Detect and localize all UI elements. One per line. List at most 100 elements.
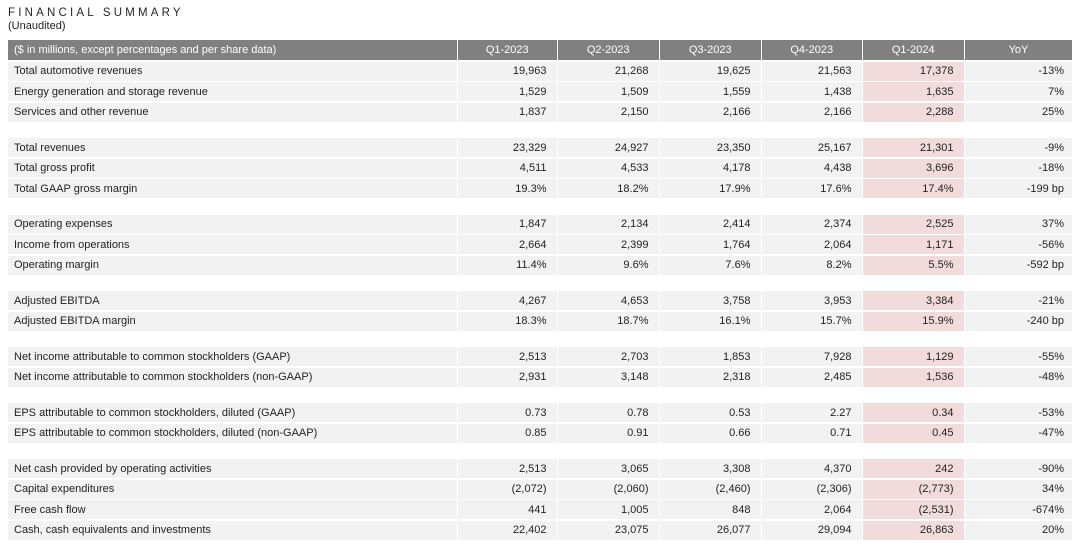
group-spacer [8, 388, 1072, 402]
table-row: EPS attributable to common stockholders,… [8, 403, 1072, 422]
quarter-value: 24,927 [558, 138, 659, 157]
row-label: Operating margin [8, 255, 457, 275]
table-row: Net income attributable to common stockh… [8, 347, 1072, 366]
quarter-value: 2,134 [558, 214, 659, 234]
quarter-value: 3,758 [660, 291, 761, 310]
quarter-value: 9.6% [558, 255, 659, 275]
quarter-value: 16.1% [660, 311, 761, 331]
quarter-value: 21,268 [558, 61, 659, 81]
yoy-value: -13% [965, 61, 1072, 81]
group-spacer [8, 276, 1072, 290]
row-label: Free cash flow [8, 500, 457, 519]
yoy-value: -674% [965, 500, 1072, 519]
quarter-value: 4,511 [458, 158, 557, 178]
quarter-value: 21,301 [863, 138, 964, 157]
quarter-value: 3,953 [762, 291, 862, 310]
quarter-value: 19,963 [458, 61, 557, 81]
yoy-value: 25% [965, 102, 1072, 122]
quarter-value: 3,696 [863, 158, 964, 178]
quarter-value: 3,148 [558, 367, 659, 387]
quarter-value: 1,847 [458, 214, 557, 234]
column-header-q1-2024: Q1-2024 [863, 40, 964, 60]
quarter-value: 2,318 [660, 367, 761, 387]
group-spacer [8, 444, 1072, 458]
row-label: Adjusted EBITDA margin [8, 311, 457, 331]
quarter-value: (2,072) [458, 479, 557, 499]
quarter-value: 7,928 [762, 347, 862, 366]
quarter-value: 18.7% [558, 311, 659, 331]
quarter-value: 1,635 [863, 82, 964, 101]
quarter-value: 2,703 [558, 347, 659, 366]
quarter-value: 0.73 [458, 403, 557, 422]
table-row: Adjusted EBITDA margin 18.3% 18.7% 16.1% 15.… [8, 311, 1072, 331]
yoy-value: 34% [965, 479, 1072, 499]
quarter-value: 3,308 [660, 459, 761, 478]
quarter-value: 3,384 [863, 291, 964, 310]
row-label: Energy generation and storage revenue [8, 82, 457, 101]
quarter-value: 11.4% [458, 255, 557, 275]
quarter-value: 1,529 [458, 82, 557, 101]
column-header-yoy: YoY [965, 40, 1072, 60]
quarter-value: 2,414 [660, 214, 761, 234]
column-header-q1-2023: Q1-2023 [458, 40, 557, 60]
table-row: Net income attributable to common stockh… [8, 367, 1072, 387]
quarter-value: 0.34 [863, 403, 964, 422]
quarter-value: 23,329 [458, 138, 557, 157]
yoy-value: -18% [965, 158, 1072, 178]
quarter-value: 3,065 [558, 459, 659, 478]
yoy-value: -53% [965, 403, 1072, 422]
quarter-value: (2,531) [863, 500, 964, 519]
quarter-value: 21,563 [762, 61, 862, 81]
quarter-value: 22,402 [458, 520, 557, 540]
quarter-value: 2,485 [762, 367, 862, 387]
yoy-value: -199 bp [965, 179, 1072, 198]
quarter-value: 2,513 [458, 347, 557, 366]
quarter-value: 15.7% [762, 311, 862, 331]
quarter-value: 4,370 [762, 459, 862, 478]
group-spacer [8, 332, 1072, 346]
quarter-value: 2,166 [660, 102, 761, 122]
quarter-value: 242 [863, 459, 964, 478]
quarter-value: 0.85 [458, 423, 557, 443]
yoy-value: -240 bp [965, 311, 1072, 331]
quarter-value: 2,150 [558, 102, 659, 122]
row-label: Net income attributable to common stockh… [8, 367, 457, 387]
table-row: Income from operations 2,664 2,399 1,764 2,0… [8, 235, 1072, 254]
yoy-value: -47% [965, 423, 1072, 443]
quarter-value: 26,077 [660, 520, 761, 540]
row-label: Cash, cash equivalents and investments [8, 520, 457, 540]
quarter-value: (2,060) [558, 479, 659, 499]
row-label: Services and other revenue [8, 102, 457, 122]
yoy-value: -56% [965, 235, 1072, 254]
table-row: Free cash flow 441 1,005 848 2,064 (2,531) -67… [8, 500, 1072, 519]
quarter-value: 2,525 [863, 214, 964, 234]
quarter-value: 0.91 [558, 423, 659, 443]
quarter-value: 1,129 [863, 347, 964, 366]
quarter-value: 2,399 [558, 235, 659, 254]
quarter-value: (2,773) [863, 479, 964, 499]
row-label: Operating expenses [8, 214, 457, 234]
quarter-value: 2,288 [863, 102, 964, 122]
quarter-value: 2,064 [762, 235, 862, 254]
quarter-value: 848 [660, 500, 761, 519]
table-row: Adjusted EBITDA 4,267 4,653 3,758 3,953 3,384… [8, 291, 1072, 310]
financial-summary-table: ($ in millions, except percentages and p… [8, 40, 1072, 540]
row-label: Total gross profit [8, 158, 457, 178]
group-spacer [8, 123, 1072, 137]
table-row: Operating margin 11.4% 9.6% 7.6% 8.2% 5.5% -59… [8, 255, 1072, 275]
yoy-value: -592 bp [965, 255, 1072, 275]
quarter-value: 1,005 [558, 500, 659, 519]
quarter-value: 18.3% [458, 311, 557, 331]
quarter-value: 1,837 [458, 102, 557, 122]
quarter-value: 2.27 [762, 403, 862, 422]
quarter-value: 17,378 [863, 61, 964, 81]
quarter-value: 4,533 [558, 158, 659, 178]
page-title: FINANCIAL SUMMARY [8, 7, 184, 19]
row-label: EPS attributable to common stockholders,… [8, 423, 457, 443]
yoy-value: 20% [965, 520, 1072, 540]
quarter-value: 23,075 [558, 520, 659, 540]
yoy-value: -90% [965, 459, 1072, 478]
table-row: EPS attributable to common stockholders,… [8, 423, 1072, 443]
quarter-value: 2,064 [762, 500, 862, 519]
yoy-value: -9% [965, 138, 1072, 157]
